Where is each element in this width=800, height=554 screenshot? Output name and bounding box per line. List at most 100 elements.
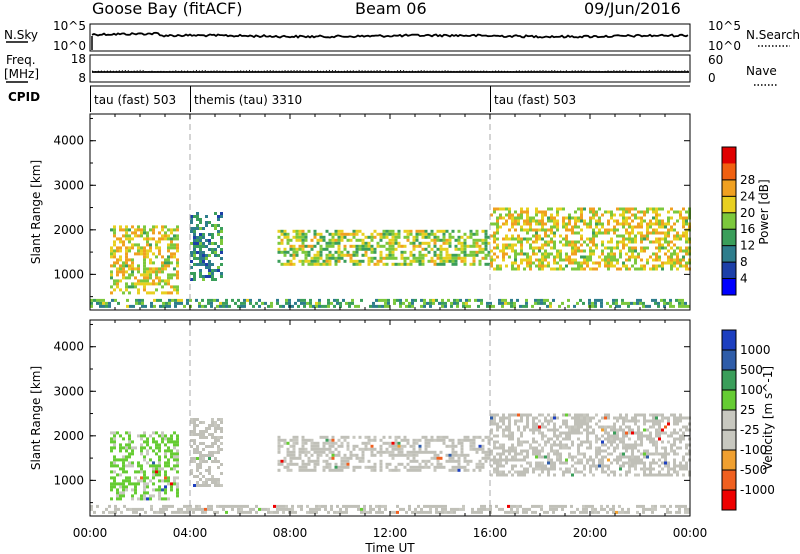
heatmap-cell	[361, 453, 365, 457]
heatmap-cell	[622, 464, 625, 468]
heatmap-cell	[391, 253, 395, 257]
heatmap-cell	[376, 232, 380, 236]
heatmap-cell	[379, 235, 383, 239]
heatmap-cell	[472, 435, 476, 439]
heatmap-cell	[193, 433, 196, 436]
heatmap-cell	[289, 450, 293, 454]
heatmap-cell	[682, 425, 685, 429]
heatmap-cell	[280, 459, 284, 463]
colorbar-bin	[722, 196, 736, 214]
heatmap-cell	[193, 460, 196, 463]
heatmap-cell	[472, 441, 476, 445]
heatmap-cell	[621, 510, 624, 514]
heatmap-cell	[463, 435, 467, 439]
heatmap-cell	[433, 453, 437, 457]
heatmap-cell	[517, 213, 520, 217]
heatmap-cell	[681, 504, 684, 508]
heatmap-cell	[574, 425, 577, 429]
heatmap-cell	[316, 441, 320, 445]
heatmap-cell	[592, 416, 595, 420]
heatmap-cell	[220, 448, 223, 451]
heatmap-cell	[158, 467, 161, 471]
heatmap-cell	[525, 510, 528, 514]
heatmap-cell	[137, 234, 140, 238]
heatmap-cell	[346, 444, 350, 448]
heatmap-cell	[514, 419, 517, 423]
heatmap-cell	[685, 467, 688, 471]
heatmap-cell	[520, 431, 523, 435]
heatmap-cell	[222, 304, 225, 308]
heatmap-cell	[622, 240, 625, 244]
heatmap-cell	[318, 304, 321, 308]
heatmap-cell	[334, 465, 338, 469]
heatmap-cell	[202, 475, 205, 478]
heatmap-cell	[514, 219, 517, 223]
heatmap-cell	[562, 443, 565, 447]
heatmap-cell	[114, 504, 117, 508]
heatmap-cell	[199, 245, 202, 248]
heatmap-cell	[628, 225, 631, 229]
heatmap-cell	[214, 478, 217, 481]
heatmap-cell	[550, 225, 553, 229]
heatmap-cell	[207, 507, 210, 511]
heatmap-cell	[186, 301, 189, 305]
heatmap-cell	[475, 462, 479, 466]
heatmap-cell	[573, 304, 576, 308]
heatmap-cell	[619, 467, 622, 471]
heatmap-cell	[637, 428, 640, 432]
heatmap-cell	[394, 247, 398, 251]
heatmap-cell	[167, 255, 170, 259]
heatmap-cell	[502, 243, 505, 247]
heatmap-cell	[490, 449, 493, 453]
heatmap-cell	[444, 507, 447, 511]
heatmap-cell	[582, 504, 585, 508]
heatmap-cell	[138, 298, 141, 302]
heatmap-cell	[303, 301, 306, 305]
heatmap-cell	[435, 298, 438, 302]
heatmap-cell	[496, 422, 499, 426]
heatmap-cell	[502, 416, 505, 420]
heatmap-cell	[526, 470, 529, 474]
heatmap-cell	[553, 222, 556, 226]
heatmap-cell	[283, 247, 287, 251]
heatmap-cell	[448, 238, 452, 242]
heatmap-cell	[600, 301, 603, 305]
heatmap-cell	[315, 504, 318, 508]
heatmap-cell	[295, 250, 299, 254]
heatmap-cell	[529, 219, 532, 223]
heatmap-cell	[613, 255, 616, 259]
heatmap-cell	[649, 207, 652, 211]
heatmap-cell	[460, 247, 464, 251]
heatmap-cell	[412, 256, 416, 260]
heatmap-cell	[340, 253, 344, 257]
heatmap-cell	[409, 259, 413, 263]
heatmap-cell	[580, 419, 583, 423]
heatmap-cell	[628, 458, 631, 462]
heatmap-cell	[574, 431, 577, 435]
heatmap-cell	[402, 301, 405, 305]
heatmap-cell	[277, 241, 281, 245]
heatmap-cell	[670, 240, 673, 244]
heatmap-cell	[280, 250, 284, 254]
heatmap-cell	[193, 257, 196, 260]
heatmap-cell	[325, 459, 329, 463]
heatmap-cell	[349, 238, 353, 242]
heatmap-cell	[158, 240, 161, 244]
heatmap-cell	[586, 413, 589, 417]
heatmap-cell	[125, 234, 128, 238]
heatmap-cell	[343, 456, 347, 460]
heatmap-cell	[158, 458, 161, 462]
heatmap-cell	[522, 510, 525, 514]
heatmap-cell	[418, 229, 422, 233]
heatmap-cell	[559, 234, 562, 238]
heatmap-cell	[673, 243, 676, 247]
heatmap-cell	[379, 438, 383, 442]
heatmap-cell	[128, 443, 131, 447]
heatmap-cell	[301, 450, 305, 454]
heatmap-cell	[110, 276, 113, 280]
heatmap-cell	[628, 234, 631, 238]
heatmap-cell	[146, 237, 149, 241]
heatmap-cell	[496, 428, 499, 432]
heatmap-cell	[331, 235, 335, 239]
